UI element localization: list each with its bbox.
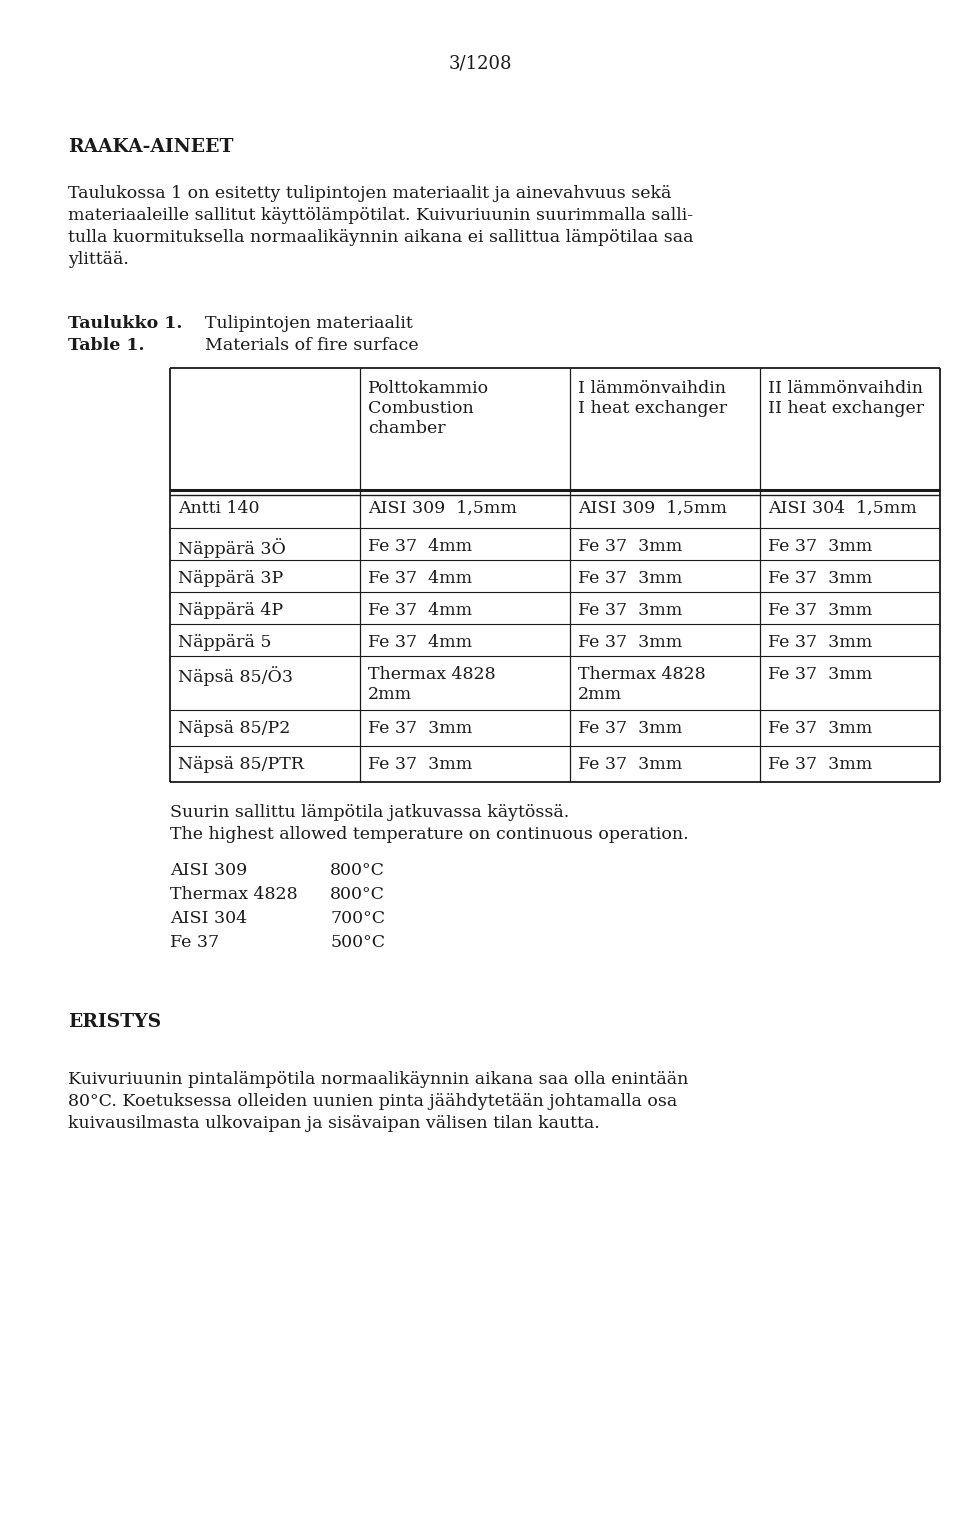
Text: Näppärä 3P: Näppärä 3P	[178, 569, 283, 587]
Text: Thermax 4828: Thermax 4828	[578, 666, 706, 683]
Text: AISI 309  1,5mm: AISI 309 1,5mm	[368, 499, 516, 518]
Text: AISI 304: AISI 304	[170, 909, 247, 927]
Text: Fe 37  4mm: Fe 37 4mm	[368, 635, 472, 651]
Text: Fe 37  3mm: Fe 37 3mm	[768, 569, 873, 587]
Text: Fe 37  4mm: Fe 37 4mm	[368, 603, 472, 619]
Text: Tulipintojen materiaalit: Tulipintojen materiaalit	[205, 316, 413, 332]
Text: Polttokammio: Polttokammio	[368, 380, 490, 398]
Text: Antti 140: Antti 140	[178, 499, 259, 518]
Text: Suurin sallittu lämpötila jatkuvassa käytössä.: Suurin sallittu lämpötila jatkuvassa käy…	[170, 805, 569, 821]
Text: RAAKA-AINEET: RAAKA-AINEET	[68, 138, 233, 156]
Text: The highest allowed temperature on continuous operation.: The highest allowed temperature on conti…	[170, 826, 688, 842]
Text: Fe 37  3mm: Fe 37 3mm	[768, 603, 873, 619]
Text: Fe 37  3mm: Fe 37 3mm	[768, 666, 873, 683]
Text: Fe 37  3mm: Fe 37 3mm	[578, 720, 683, 738]
Text: Näppärä 4P: Näppärä 4P	[178, 603, 283, 619]
Text: Fe 37  3mm: Fe 37 3mm	[578, 756, 683, 773]
Text: Taulukko 1.: Taulukko 1.	[68, 316, 182, 332]
Text: Fe 37  3mm: Fe 37 3mm	[578, 537, 683, 556]
Text: ylittää.: ylittää.	[68, 250, 129, 269]
Text: Näpsä 85/P2: Näpsä 85/P2	[178, 720, 290, 738]
Text: ERISTYS: ERISTYS	[68, 1013, 161, 1031]
Text: AISI 304  1,5mm: AISI 304 1,5mm	[768, 499, 917, 518]
Text: Fe 37  3mm: Fe 37 3mm	[578, 635, 683, 651]
Text: II lämmönvaihdin: II lämmönvaihdin	[768, 380, 923, 398]
Text: Thermax 4828: Thermax 4828	[368, 666, 495, 683]
Text: Materials of fire surface: Materials of fire surface	[205, 337, 419, 354]
Text: Näppärä 3Ö: Näppärä 3Ö	[178, 537, 286, 559]
Text: Table 1.: Table 1.	[68, 337, 145, 354]
Text: Fe 37  3mm: Fe 37 3mm	[368, 720, 472, 738]
Text: I lämmönvaihdin: I lämmönvaihdin	[578, 380, 726, 398]
Text: AISI 309: AISI 309	[170, 862, 248, 879]
Text: Fe 37  3mm: Fe 37 3mm	[368, 756, 472, 773]
Text: Fe 37  3mm: Fe 37 3mm	[578, 569, 683, 587]
Text: 800°C: 800°C	[330, 862, 385, 879]
Text: Fe 37: Fe 37	[170, 934, 219, 950]
Text: AISI 309  1,5mm: AISI 309 1,5mm	[578, 499, 727, 518]
Text: Thermax 4828: Thermax 4828	[170, 887, 298, 903]
Text: chamber: chamber	[368, 420, 445, 437]
Text: 500°C: 500°C	[330, 934, 385, 950]
Text: Fe 37  4mm: Fe 37 4mm	[368, 569, 472, 587]
Text: tulla kuormituksella normaalikäynnin aikana ei sallittua lämpötilaa saa: tulla kuormituksella normaalikäynnin aik…	[68, 229, 693, 246]
Text: II heat exchanger: II heat exchanger	[768, 401, 924, 417]
Text: 800°C: 800°C	[330, 887, 385, 903]
Text: materiaaleille sallitut käyttölämpötilat. Kuivuriuunin suurimmalla salli-: materiaaleille sallitut käyttölämpötilat…	[68, 206, 693, 225]
Text: Fe 37  3mm: Fe 37 3mm	[768, 720, 873, 738]
Text: Näpsä 85/Ö3: Näpsä 85/Ö3	[178, 666, 293, 686]
Text: 3/1208: 3/1208	[448, 55, 512, 73]
Text: Kuivuriuunin pintalämpötila normaalikäynnin aikana saa olla enintään: Kuivuriuunin pintalämpötila normaalikäyn…	[68, 1072, 688, 1088]
Text: I heat exchanger: I heat exchanger	[578, 401, 727, 417]
Text: Fe 37  3mm: Fe 37 3mm	[768, 537, 873, 556]
Text: Fe 37  3mm: Fe 37 3mm	[578, 603, 683, 619]
Text: 2mm: 2mm	[578, 686, 622, 703]
Text: Näpsä 85/PTR: Näpsä 85/PTR	[178, 756, 304, 773]
Text: Fe 37  3mm: Fe 37 3mm	[768, 756, 873, 773]
Text: 80°C. Koetuksessa olleiden uunien pinta jäähdytetään johtamalla osa: 80°C. Koetuksessa olleiden uunien pinta …	[68, 1093, 677, 1110]
Text: kuivausilmasta ulkovaipan ja sisävaipan välisen tilan kautta.: kuivausilmasta ulkovaipan ja sisävaipan …	[68, 1116, 600, 1132]
Text: 2mm: 2mm	[368, 686, 412, 703]
Text: Näppärä 5: Näppärä 5	[178, 635, 272, 651]
Text: 700°C: 700°C	[330, 909, 385, 927]
Text: Fe 37  3mm: Fe 37 3mm	[768, 635, 873, 651]
Text: Combustion: Combustion	[368, 401, 473, 417]
Text: Fe 37  4mm: Fe 37 4mm	[368, 537, 472, 556]
Text: Taulukossa 1 on esitetty tulipintojen materiaalit ja ainevahvuus sekä: Taulukossa 1 on esitetty tulipintojen ma…	[68, 185, 671, 202]
